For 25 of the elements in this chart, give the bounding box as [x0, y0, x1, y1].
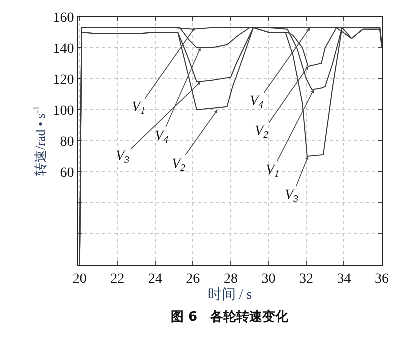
y-tick-label: 60: [60, 166, 74, 181]
annotation: V$_{2}$: [255, 124, 269, 141]
annotation: V$_{1}$: [132, 100, 146, 117]
x-tick-label: 22: [110, 272, 125, 287]
x-tick-label: 26: [186, 272, 200, 287]
annotation: V$_{1}$: [266, 163, 280, 180]
annotation: V$_{4}$: [250, 94, 264, 111]
x-tick-label: 28: [224, 272, 238, 287]
annotation: V$_{3}$: [116, 149, 130, 166]
x-axis-title: 时间 / s: [208, 286, 252, 303]
x-tick-label: 34: [337, 272, 352, 287]
y-tick-label: 140: [53, 42, 74, 57]
x-tick-label: 30: [262, 272, 276, 287]
x-tick-label: 36: [375, 272, 389, 287]
annotation: V$_{3}$: [285, 188, 299, 205]
annotation: V$_{2}$: [172, 157, 186, 174]
y-tick-label: 120: [53, 72, 74, 88]
y-tick-label: 160: [53, 10, 74, 26]
y-tick-label: 100: [53, 104, 74, 119]
x-tick-label: 32: [299, 272, 314, 287]
annotation: V$_{4}$: [155, 129, 169, 146]
x-tick-label: 24: [148, 272, 162, 287]
caption: 图 6 各轮转速变化: [171, 309, 290, 325]
y-tick-label: 80: [60, 134, 74, 150]
x-tick-label: 20: [72, 272, 87, 287]
